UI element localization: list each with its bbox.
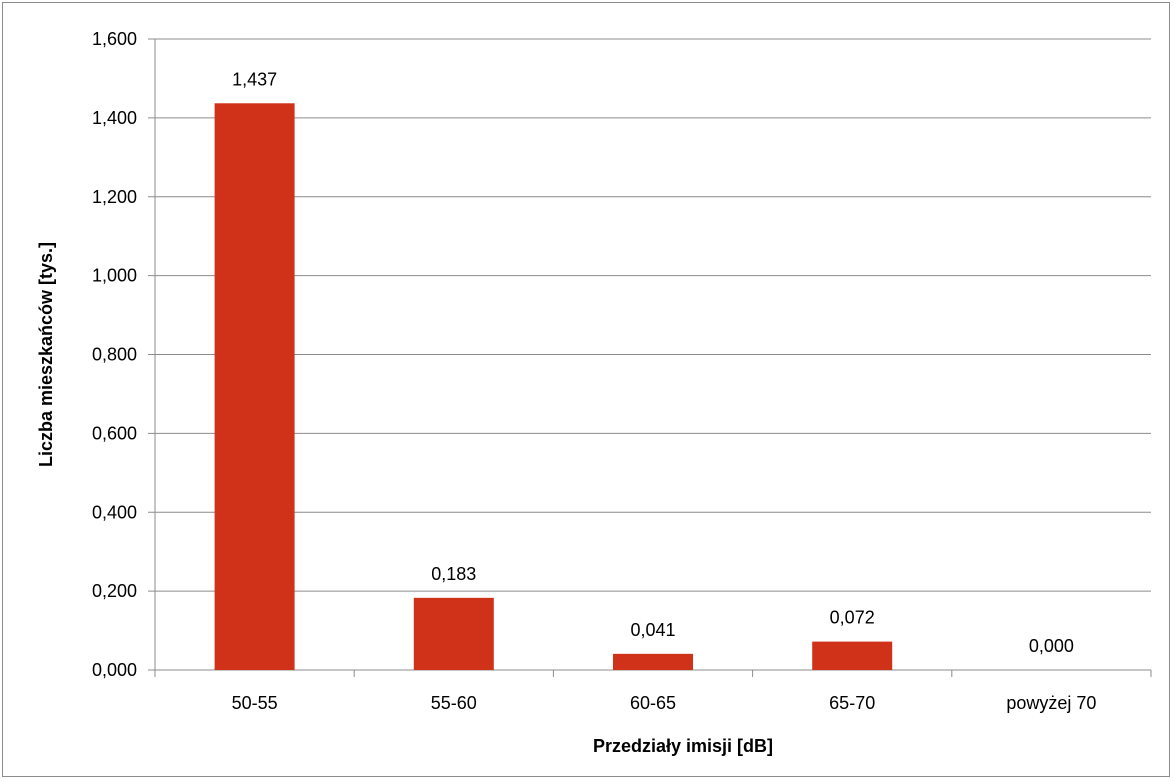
x-axis-title: Przedziały imisji [dB] <box>593 736 773 756</box>
bars <box>214 103 893 670</box>
data-label: 0,041 <box>630 620 675 640</box>
data-label: 0,183 <box>431 564 476 584</box>
y-tick-label: 1,200 <box>92 187 137 207</box>
y-axis-title: Liczba mieszkańców [tys.] <box>36 242 56 467</box>
y-tick-label: 1,600 <box>92 29 137 49</box>
data-label: 0,072 <box>830 608 875 628</box>
bar-55-60 <box>413 597 494 670</box>
y-tick-label: 1,000 <box>92 266 137 286</box>
bar-50-55 <box>214 103 295 670</box>
y-tick-labels: 0,000 0,200 0,400 0,600 0,800 1,000 1,200 1,400… <box>92 29 155 680</box>
data-label: 0,000 <box>1029 636 1074 656</box>
bar-60-65 <box>613 653 693 670</box>
data-label: 1,437 <box>232 69 277 89</box>
gridlines <box>155 38 1151 592</box>
data-labels: 1,437 0,183 0,041 0,072 0,000 <box>232 69 1074 656</box>
y-tick-label: 0,400 <box>92 502 137 522</box>
x-tick-label: powyżej 70 <box>1006 693 1096 713</box>
x-tick-label: 55-60 <box>431 693 477 713</box>
y-tick-label: 0,000 <box>92 660 137 680</box>
x-tick-labels: 50-55 55-60 60-65 65-70 powyżej 70 <box>154 670 1152 713</box>
y-tick-label: 0,200 <box>92 581 137 601</box>
x-tick-label: 65-70 <box>829 693 875 713</box>
bar-65-70 <box>812 641 893 670</box>
x-tick-label: 60-65 <box>630 693 676 713</box>
y-tick-label: 0,600 <box>92 423 137 443</box>
y-tick-label: 1,400 <box>92 108 137 128</box>
y-tick-label: 0,800 <box>92 345 137 365</box>
x-tick-label: 50-55 <box>232 693 278 713</box>
